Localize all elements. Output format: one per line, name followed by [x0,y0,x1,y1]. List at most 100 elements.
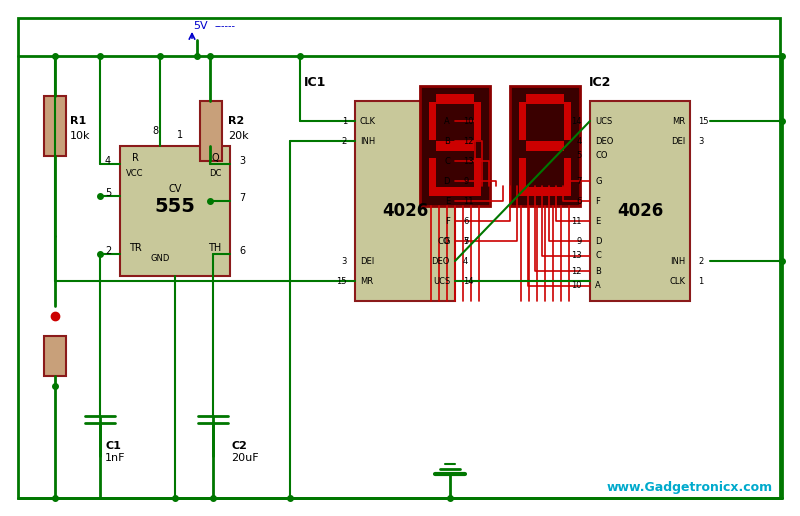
Text: CLK: CLK [360,117,376,125]
Text: 4026: 4026 [617,202,663,220]
Bar [420,86,490,206]
Text: 3: 3 [239,156,245,166]
Text: 7: 7 [463,236,468,246]
Text: DEO: DEO [595,137,614,146]
Text: 8: 8 [152,126,158,136]
Text: 9: 9 [577,236,582,246]
Bar [526,94,564,104]
Text: E: E [595,217,600,225]
Text: 15: 15 [337,277,347,285]
Bar [429,158,436,197]
Text: INH: INH [670,256,685,266]
Text: 7: 7 [239,193,245,203]
Text: C: C [444,156,450,166]
Text: MR: MR [672,117,685,125]
Text: www.Gadgetronicx.com: www.Gadgetronicx.com [607,481,773,494]
Text: F: F [445,217,450,225]
Text: 6: 6 [463,217,468,225]
Text: 14: 14 [463,277,474,285]
Bar [474,102,482,140]
Bar [564,102,571,140]
Bar [564,158,571,197]
Text: 4: 4 [577,137,582,146]
Text: IC2: IC2 [589,76,611,89]
Text: B: B [444,137,450,146]
Text: 11: 11 [571,217,582,225]
Text: TH: TH [208,243,222,253]
Text: 4: 4 [105,156,111,166]
Bar [436,141,474,151]
Text: 1: 1 [342,117,347,125]
Bar [44,96,66,156]
Text: 5: 5 [577,152,582,160]
Text: G: G [443,236,450,246]
Text: 1nF: 1nF [105,453,126,463]
Text: 13: 13 [571,251,582,261]
Text: A: A [444,117,450,125]
Text: 4026: 4026 [382,202,428,220]
Text: 20k: 20k [228,131,249,141]
Text: R: R [131,153,138,163]
Text: TR: TR [129,243,142,253]
Bar [429,102,436,140]
Text: VCC: VCC [126,169,144,178]
Bar [474,158,482,197]
Text: 15: 15 [698,117,709,125]
Text: D: D [595,236,602,246]
Text: 12: 12 [463,137,474,146]
Text: R1: R1 [70,116,86,126]
Text: MR: MR [360,277,373,285]
Bar [200,101,222,161]
Text: 1: 1 [177,130,183,140]
Text: R2: R2 [228,116,244,126]
Text: GND: GND [150,254,170,263]
Bar [436,187,474,197]
Text: F: F [595,197,600,205]
Bar [44,336,66,376]
Bar [518,102,526,140]
Text: IC1: IC1 [304,76,326,89]
Text: C: C [595,251,601,261]
Text: 9: 9 [463,176,468,185]
Text: UCS: UCS [433,277,450,285]
Text: 555: 555 [154,197,195,216]
Text: 5: 5 [463,236,468,246]
Bar [526,187,564,197]
Text: 1: 1 [698,277,703,285]
Text: 5V: 5V [193,21,207,31]
Text: DEI: DEI [360,256,374,266]
Text: 6: 6 [577,197,582,205]
Text: 10: 10 [571,282,582,291]
Text: DC: DC [209,169,221,178]
Text: CV: CV [168,184,182,194]
Text: 14: 14 [571,117,582,125]
Bar [510,86,580,206]
Text: UCS: UCS [595,117,612,125]
Text: 12: 12 [571,266,582,276]
Bar [518,158,526,197]
Text: C1: C1 [105,441,121,451]
Text: CO: CO [438,236,450,246]
Text: ------: ------ [215,21,236,31]
Text: 10: 10 [463,117,474,125]
Text: G: G [595,176,602,185]
Text: E: E [445,197,450,205]
Text: 13: 13 [463,156,474,166]
Text: 2: 2 [342,137,347,146]
Text: CO: CO [595,152,607,160]
Text: 11: 11 [463,197,474,205]
Text: 5: 5 [105,188,111,198]
Text: DEI: DEI [670,137,685,146]
Bar [590,101,690,301]
Text: A: A [595,282,601,291]
Text: C2: C2 [231,441,247,451]
Text: 2: 2 [698,256,703,266]
Text: B: B [595,266,601,276]
Text: D: D [443,176,450,185]
Text: 2: 2 [105,246,111,256]
Bar [355,101,455,301]
Text: 3: 3 [698,137,703,146]
Bar [526,141,564,151]
Text: 10k: 10k [70,131,90,141]
Text: Q: Q [211,153,219,163]
